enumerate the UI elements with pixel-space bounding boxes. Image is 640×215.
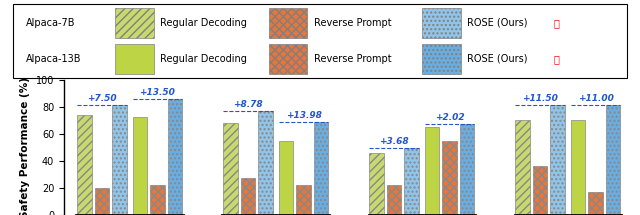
FancyBboxPatch shape <box>115 44 154 74</box>
Text: ROSE (Ours): ROSE (Ours) <box>467 18 528 28</box>
FancyBboxPatch shape <box>115 8 154 38</box>
Bar <box>223 123 238 215</box>
Bar <box>460 124 474 215</box>
Bar <box>132 117 147 215</box>
Bar <box>387 185 401 215</box>
Bar <box>314 121 328 215</box>
Bar <box>150 185 164 215</box>
FancyBboxPatch shape <box>422 44 461 74</box>
Text: Alpaca-7B: Alpaca-7B <box>26 18 75 28</box>
Text: +8.78: +8.78 <box>233 100 263 109</box>
Text: Reverse Prompt: Reverse Prompt <box>314 18 391 28</box>
Text: +7.50: +7.50 <box>87 94 116 103</box>
Bar <box>550 105 565 215</box>
FancyBboxPatch shape <box>269 8 307 38</box>
Bar <box>571 120 586 215</box>
Text: +11.00: +11.00 <box>578 94 614 103</box>
Bar <box>515 120 530 215</box>
Bar <box>112 105 127 215</box>
Bar <box>442 141 457 215</box>
Bar <box>95 188 109 215</box>
FancyBboxPatch shape <box>269 44 307 74</box>
Bar <box>369 153 384 215</box>
Bar <box>296 185 311 215</box>
Text: Regular Decoding: Regular Decoding <box>160 18 247 28</box>
Text: +13.50: +13.50 <box>140 88 175 97</box>
Text: +11.50: +11.50 <box>522 94 558 103</box>
FancyBboxPatch shape <box>422 8 461 38</box>
Bar <box>278 141 293 215</box>
Text: ROSE (Ours): ROSE (Ours) <box>467 54 528 64</box>
Bar <box>404 148 419 215</box>
Text: +2.02: +2.02 <box>435 113 465 122</box>
Bar <box>606 105 620 215</box>
Text: Regular Decoding: Regular Decoding <box>160 54 247 64</box>
Bar <box>259 111 273 215</box>
Text: Alpaca-13B: Alpaca-13B <box>26 54 81 64</box>
Y-axis label: Safety Performance (%): Safety Performance (%) <box>20 77 30 215</box>
Bar <box>168 99 182 215</box>
Text: 🌹: 🌹 <box>554 54 559 64</box>
Bar <box>425 127 439 215</box>
Text: +3.68: +3.68 <box>380 137 409 146</box>
FancyBboxPatch shape <box>13 4 627 78</box>
Bar <box>77 115 92 215</box>
Bar <box>588 192 603 215</box>
Text: 🌹: 🌹 <box>554 18 559 28</box>
Bar <box>533 166 547 215</box>
Text: Reverse Prompt: Reverse Prompt <box>314 54 391 64</box>
Bar <box>241 178 255 215</box>
Text: +13.98: +13.98 <box>285 111 321 120</box>
